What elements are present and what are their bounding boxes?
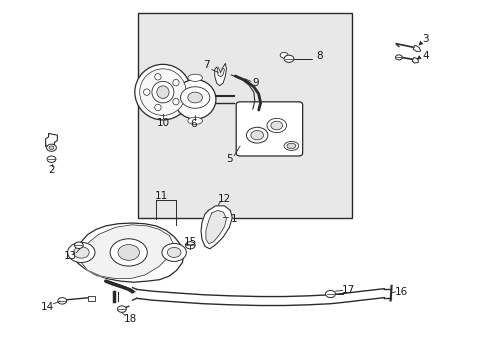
Circle shape bbox=[180, 87, 210, 108]
Circle shape bbox=[284, 55, 294, 62]
Circle shape bbox=[58, 298, 67, 304]
Ellipse shape bbox=[188, 117, 202, 125]
Text: 7: 7 bbox=[203, 60, 210, 70]
Bar bbox=[138, 13, 352, 218]
Text: 3: 3 bbox=[422, 35, 429, 44]
Ellipse shape bbox=[152, 81, 174, 103]
Polygon shape bbox=[412, 57, 418, 63]
Text: 17: 17 bbox=[342, 285, 355, 296]
Circle shape bbox=[167, 247, 181, 257]
Circle shape bbox=[326, 291, 335, 298]
Polygon shape bbox=[73, 223, 184, 282]
Ellipse shape bbox=[144, 89, 150, 95]
Circle shape bbox=[74, 242, 83, 248]
Circle shape bbox=[251, 131, 264, 140]
Ellipse shape bbox=[173, 98, 179, 105]
Ellipse shape bbox=[157, 86, 169, 98]
Ellipse shape bbox=[135, 64, 191, 120]
Ellipse shape bbox=[188, 74, 202, 81]
Text: 12: 12 bbox=[218, 194, 231, 204]
Circle shape bbox=[47, 144, 56, 151]
Circle shape bbox=[49, 146, 54, 149]
Ellipse shape bbox=[284, 141, 299, 150]
Circle shape bbox=[188, 92, 202, 103]
Circle shape bbox=[110, 239, 147, 266]
Ellipse shape bbox=[173, 80, 179, 86]
Text: 15: 15 bbox=[184, 237, 197, 247]
Text: 18: 18 bbox=[123, 314, 137, 324]
FancyBboxPatch shape bbox=[236, 102, 303, 156]
Ellipse shape bbox=[155, 73, 161, 80]
Circle shape bbox=[118, 244, 140, 260]
Polygon shape bbox=[46, 134, 57, 146]
Text: 1: 1 bbox=[231, 214, 238, 224]
Text: 2: 2 bbox=[48, 165, 55, 175]
Circle shape bbox=[395, 55, 402, 60]
Text: 5: 5 bbox=[226, 154, 233, 164]
Ellipse shape bbox=[140, 69, 186, 116]
Polygon shape bbox=[413, 45, 421, 51]
Circle shape bbox=[162, 243, 186, 261]
Text: 14: 14 bbox=[41, 302, 54, 312]
Ellipse shape bbox=[287, 143, 296, 149]
Polygon shape bbox=[206, 211, 226, 244]
Circle shape bbox=[246, 127, 268, 143]
Text: 10: 10 bbox=[156, 118, 170, 128]
Bar bbox=[88, 296, 96, 301]
Text: 6: 6 bbox=[191, 120, 197, 129]
Text: 4: 4 bbox=[422, 51, 429, 61]
Text: 9: 9 bbox=[252, 78, 259, 88]
Polygon shape bbox=[217, 67, 224, 77]
Text: 16: 16 bbox=[395, 287, 408, 297]
Ellipse shape bbox=[174, 80, 216, 119]
Text: 13: 13 bbox=[63, 251, 77, 261]
Polygon shape bbox=[81, 225, 174, 279]
Circle shape bbox=[185, 242, 195, 249]
Circle shape bbox=[47, 156, 56, 162]
Circle shape bbox=[271, 121, 283, 130]
Text: 8: 8 bbox=[316, 51, 322, 61]
Circle shape bbox=[118, 306, 126, 312]
Polygon shape bbox=[215, 63, 226, 86]
Text: 11: 11 bbox=[155, 191, 169, 201]
Ellipse shape bbox=[155, 104, 161, 111]
Circle shape bbox=[267, 118, 287, 133]
Polygon shape bbox=[201, 206, 232, 249]
Circle shape bbox=[280, 52, 288, 58]
Circle shape bbox=[74, 247, 89, 258]
Circle shape bbox=[68, 242, 95, 262]
